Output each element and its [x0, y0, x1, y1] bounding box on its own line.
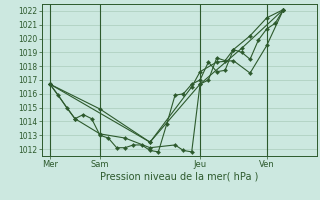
X-axis label: Pression niveau de la mer( hPa ): Pression niveau de la mer( hPa ) — [100, 172, 258, 182]
